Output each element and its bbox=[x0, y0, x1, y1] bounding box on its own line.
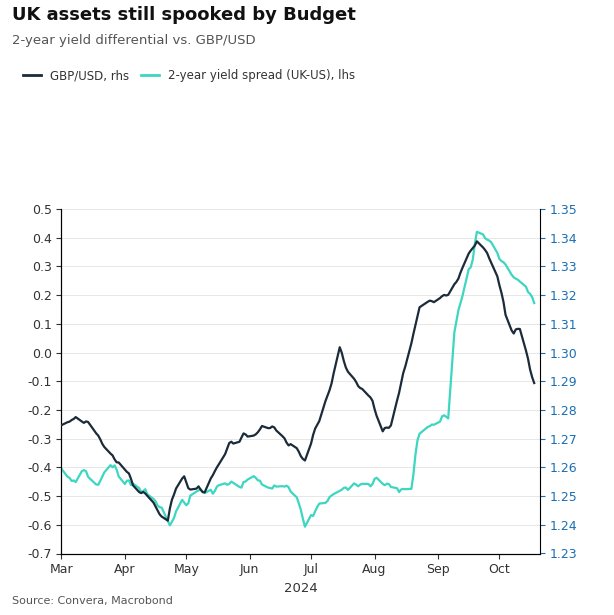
Text: UK assets still spooked by Budget: UK assets still spooked by Budget bbox=[12, 6, 356, 24]
X-axis label: 2024: 2024 bbox=[284, 582, 317, 595]
Legend: GBP/USD, rhs, 2-year yield spread (UK-US), lhs: GBP/USD, rhs, 2-year yield spread (UK-US… bbox=[18, 65, 360, 87]
Text: Source: Convera, Macrobond: Source: Convera, Macrobond bbox=[12, 596, 173, 606]
Text: 2-year yield differential vs. GBP/USD: 2-year yield differential vs. GBP/USD bbox=[12, 34, 256, 47]
